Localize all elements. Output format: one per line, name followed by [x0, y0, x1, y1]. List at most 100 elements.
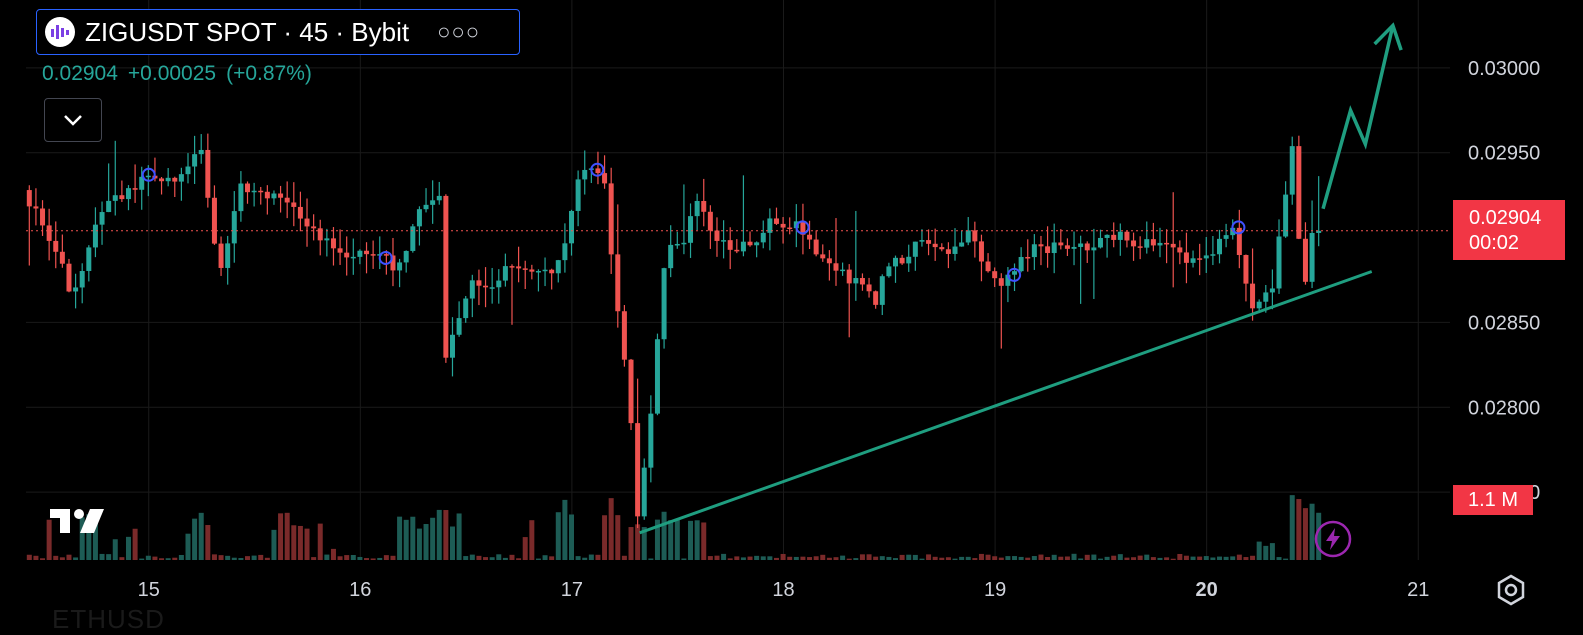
trendline[interactable]: [639, 270, 1373, 535]
candle-body: [1144, 239, 1150, 248]
volume-bar: [959, 556, 965, 560]
volume-bar: [529, 520, 535, 560]
volume-bar: [780, 553, 786, 560]
candle-body: [502, 266, 508, 281]
volume-bar: [297, 525, 303, 560]
candle-body: [661, 268, 667, 340]
settings-gear-icon: [1497, 574, 1525, 606]
volume-bar: [998, 557, 1004, 560]
candle-body: [1164, 242, 1170, 245]
candle-body: [912, 241, 918, 257]
volume-bar: [145, 555, 151, 560]
candle-body: [575, 179, 581, 211]
volume-bar: [324, 554, 330, 560]
candle-body: [238, 183, 244, 212]
volume-bar: [1084, 554, 1090, 560]
volume-bar: [139, 558, 145, 560]
volume-bar: [621, 555, 627, 560]
tradingview-logo: [50, 509, 104, 533]
candle-body: [840, 269, 846, 272]
candle-body: [1316, 230, 1322, 233]
volume-bar: [919, 558, 925, 560]
volume-bar: [793, 556, 799, 560]
symbol-legend[interactable]: ZIGUSDT SPOT · 45 · Bybit ○○○: [36, 9, 520, 55]
time-axis[interactable]: 15 16 17 18 19 20 21: [138, 579, 1430, 601]
more-options-icon[interactable]: ○○○: [437, 19, 480, 44]
candle-body: [225, 243, 231, 268]
candle-body: [1302, 238, 1308, 282]
candle-body: [608, 183, 614, 255]
volume-bar: [1071, 553, 1077, 560]
lightning-button[interactable]: [1314, 520, 1352, 558]
candle-body: [615, 254, 621, 312]
candle-body: [1012, 271, 1018, 275]
volume-bar: [965, 556, 971, 560]
candle-body: [555, 260, 561, 274]
candle-body: [674, 243, 680, 246]
volume-bar: [1302, 508, 1308, 560]
volume-bar: [1230, 556, 1236, 560]
volume-bar: [496, 554, 502, 560]
volume-bar: [430, 517, 436, 560]
candle-body: [1071, 246, 1077, 249]
volume-bar: [390, 555, 396, 560]
volume-bar: [1309, 503, 1315, 560]
collapse-legend-button[interactable]: [44, 98, 102, 142]
volume-bar: [291, 525, 297, 560]
symbol-title: ZIGUSDT SPOT · 45 · Bybit: [85, 16, 410, 47]
candle-body: [707, 211, 713, 231]
candle-body: [245, 183, 251, 193]
volume-bar: [238, 558, 244, 560]
candle-body: [165, 177, 171, 182]
volume-bar: [271, 529, 277, 560]
volume-bar: [635, 524, 641, 560]
candle-body: [727, 240, 733, 250]
candle-body: [430, 200, 436, 205]
candle-body: [284, 197, 290, 203]
candle-body: [297, 206, 303, 219]
volume-bar: [46, 519, 52, 560]
volume-bar: [1157, 557, 1163, 560]
candle-body: [859, 278, 865, 285]
candle-body: [1230, 227, 1236, 236]
volume-bar: [79, 517, 85, 560]
volume-bar: [866, 554, 872, 560]
volume-bar: [1031, 556, 1037, 560]
candle-body: [1210, 254, 1216, 256]
candle-body: [701, 200, 707, 212]
volume-bar: [1045, 556, 1051, 560]
candle-body: [1190, 258, 1196, 263]
candle-body: [112, 195, 118, 201]
candle-body: [449, 334, 455, 358]
price-change-line: 0.02904 +0.00025 (+0.87%): [42, 62, 322, 86]
candle-body: [139, 176, 145, 190]
volume-bar: [1164, 557, 1170, 560]
projection-arrow[interactable]: [1321, 25, 1395, 210]
volume-bar: [436, 509, 442, 560]
candle-body: [1045, 246, 1051, 254]
volume-bar: [159, 558, 165, 560]
volume-bar: [489, 557, 495, 560]
chart-settings-button[interactable]: [1493, 572, 1529, 608]
candle-body: [965, 230, 971, 243]
candle-body: [278, 193, 284, 198]
candle-body: [740, 241, 746, 252]
candle-body: [125, 188, 131, 200]
volume-bar: [330, 548, 336, 560]
candle-body: [79, 271, 85, 288]
candle-body: [46, 225, 52, 241]
candle-body: [952, 246, 958, 254]
price-change-percent: (+0.87%): [226, 62, 312, 85]
candle-body: [271, 193, 277, 199]
volume-bar: [813, 556, 819, 560]
volume-bar: [840, 555, 846, 560]
candle-body: [1104, 234, 1110, 238]
volume-bar: [172, 557, 178, 560]
volume-bar: [1150, 557, 1156, 560]
event-marker: [378, 250, 393, 265]
volume-bar: [939, 557, 945, 560]
candle-body: [668, 244, 674, 269]
volume-bar: [535, 558, 541, 560]
